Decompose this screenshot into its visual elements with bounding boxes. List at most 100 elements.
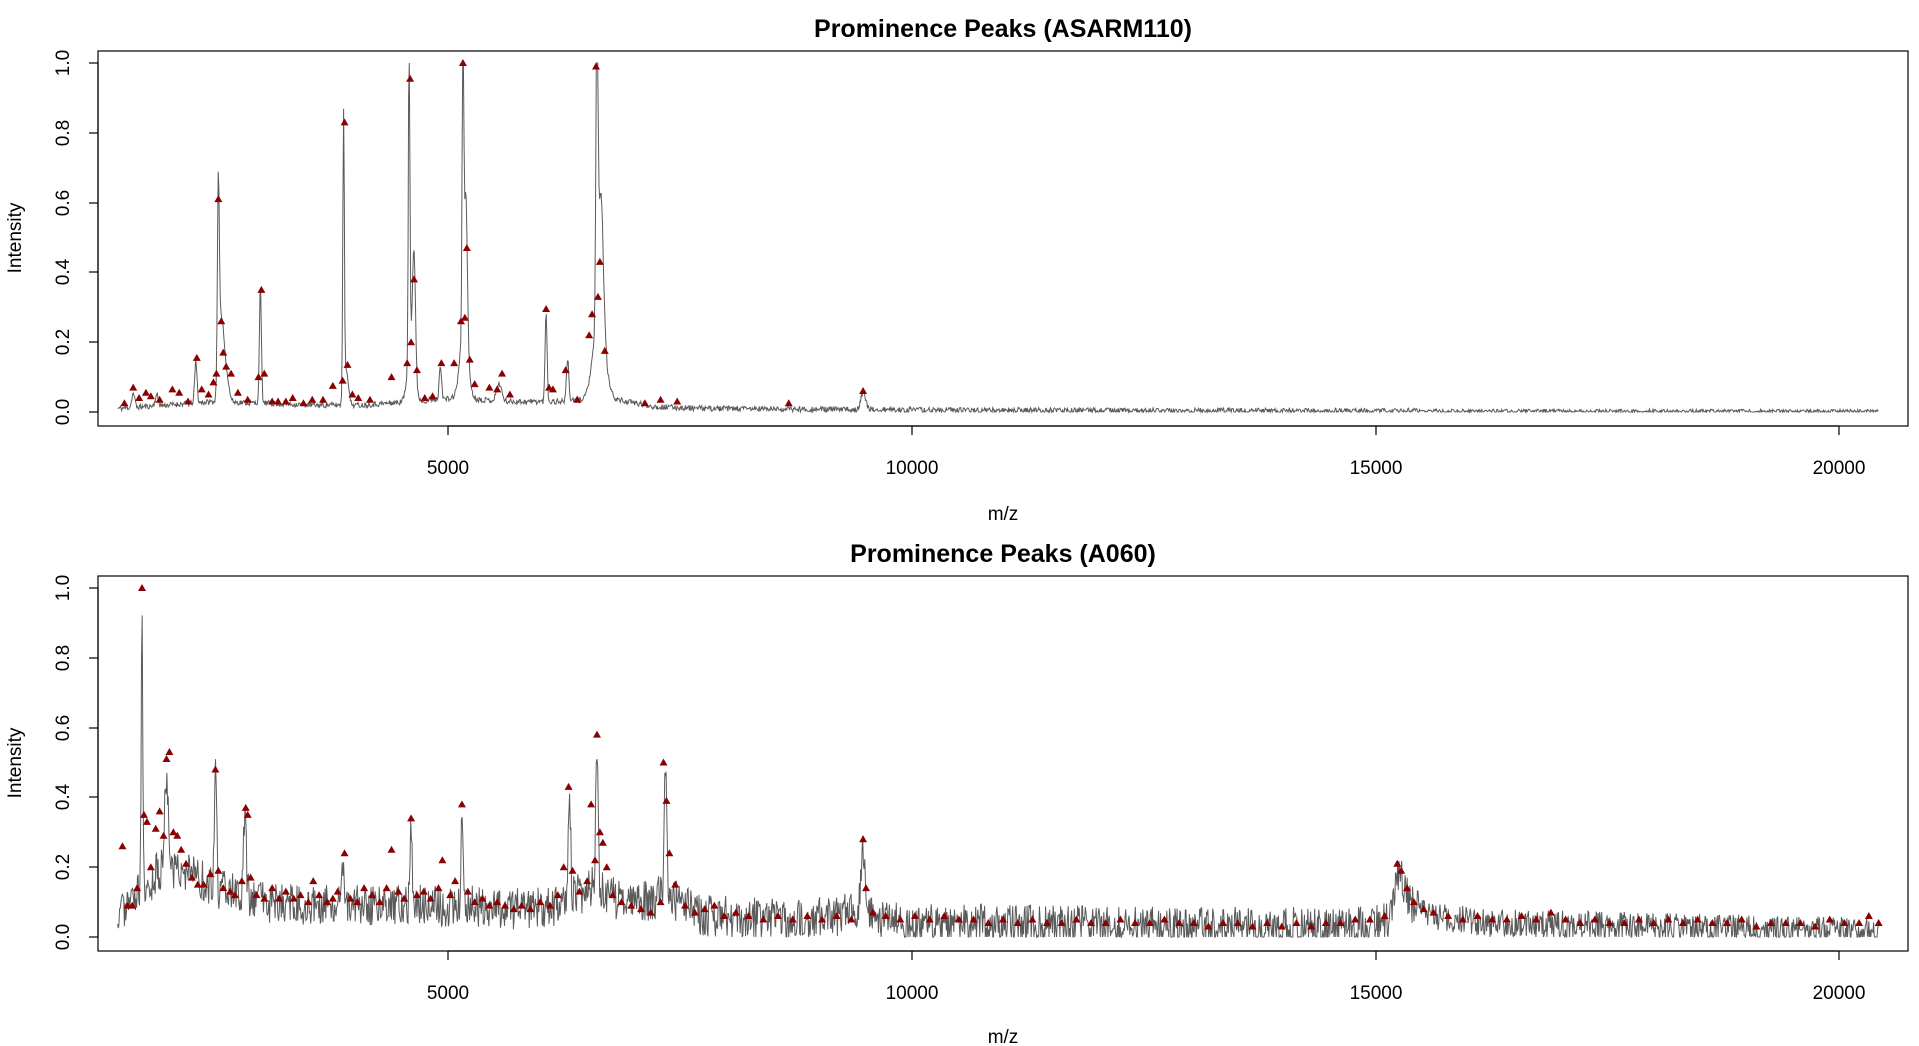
- peak-marker: [407, 814, 416, 822]
- peak-marker: [1693, 915, 1702, 923]
- peak-marker: [142, 817, 151, 825]
- peak-marker: [526, 905, 535, 913]
- peak-marker: [211, 765, 220, 773]
- x-tick-label: 10000: [886, 983, 939, 1004]
- peak-marker: [478, 894, 487, 902]
- peak-marker: [509, 905, 518, 913]
- peak-marker: [151, 824, 160, 832]
- peak-marker-layer: [120, 59, 868, 407]
- peak-marker: [275, 894, 283, 902]
- peak-marker: [1708, 919, 1717, 927]
- y-axis-label: Intensity: [5, 202, 26, 273]
- peak-marker: [720, 912, 729, 920]
- peak-marker: [328, 381, 337, 389]
- peak-marker: [268, 397, 277, 405]
- peak-marker: [193, 880, 202, 888]
- peak-marker: [1664, 915, 1673, 923]
- peak-marker: [340, 849, 349, 857]
- x-tick-label: 20000: [1813, 983, 1866, 1004]
- peak-marker: [281, 397, 290, 405]
- peak-marker: [367, 891, 376, 899]
- peak-marker: [868, 908, 877, 916]
- peak-marker: [627, 901, 636, 909]
- peak-marker: [187, 873, 196, 881]
- peak-marker: [656, 898, 665, 906]
- x-axis: 5000 10000 15000 20000: [427, 425, 1865, 479]
- peak-marker: [561, 366, 570, 374]
- peak-marker: [710, 901, 719, 909]
- peak-marker: [308, 395, 317, 403]
- peak-marker: [146, 392, 155, 400]
- peak-marker: [243, 810, 252, 818]
- peak-marker: [322, 898, 331, 906]
- peak-marker: [226, 887, 235, 895]
- peak-marker: [184, 397, 193, 405]
- peak-marker: [340, 118, 349, 126]
- peak-marker: [1796, 919, 1805, 927]
- peak-marker: [592, 730, 601, 738]
- peak-marker: [348, 390, 357, 398]
- peak-marker: [394, 887, 403, 895]
- peak-marker: [1351, 915, 1360, 923]
- peak-marker: [1590, 915, 1599, 923]
- x-tick-label: 5000: [427, 458, 469, 479]
- peak-marker: [426, 894, 435, 902]
- peak-marker: [493, 898, 502, 906]
- peak-marker: [536, 898, 545, 906]
- peak-marker: [731, 908, 740, 916]
- peak-marker: [498, 369, 507, 377]
- peak-marker: [437, 359, 446, 367]
- peak-marker: [1397, 866, 1406, 874]
- peak-marker: [587, 800, 596, 808]
- chart-title: Prominence Peaks (A060): [850, 540, 1156, 568]
- peak-marker: [517, 901, 526, 909]
- peak-marker: [1160, 915, 1169, 923]
- plot-frame: [97, 575, 1909, 952]
- x-tick-label: 5000: [427, 983, 469, 1004]
- peak-marker: [573, 395, 582, 403]
- peak-marker: [1840, 919, 1849, 927]
- peak-marker: [1502, 915, 1511, 923]
- peak-marker: [617, 898, 626, 906]
- peak-marker: [1678, 919, 1687, 927]
- peak-marker: [1116, 915, 1125, 923]
- peak-marker: [999, 915, 1007, 923]
- peak-marker: [984, 919, 993, 927]
- peak-marker: [133, 884, 142, 892]
- peak-marker: [219, 884, 228, 892]
- peak-marker: [1752, 922, 1761, 930]
- peak-marker: [162, 755, 171, 763]
- y-tick-label: 0.6: [53, 715, 74, 741]
- peak-marker: [219, 348, 228, 356]
- peak-marker: [1307, 922, 1316, 930]
- peak-marker: [598, 838, 607, 846]
- peak-marker: [1101, 919, 1110, 927]
- peak-marker: [559, 863, 568, 871]
- peak-marker: [1649, 919, 1658, 927]
- peak-marker: [353, 898, 362, 906]
- plot-frame: [97, 50, 1909, 427]
- peak-marker: [910, 912, 919, 920]
- peak-marker: [146, 863, 155, 871]
- peak-marker: [600, 346, 609, 354]
- peak-marker: [419, 887, 428, 895]
- peak-marker: [462, 243, 471, 251]
- y-axis: 0.0 0.2 0.4 0.6 0.8 1.0: [53, 50, 99, 425]
- y-tick-label: 0.0: [53, 924, 74, 950]
- peak-marker: [214, 195, 223, 203]
- peak-marker: [169, 828, 178, 836]
- peak-marker: [382, 884, 391, 892]
- peak-marker: [192, 353, 201, 361]
- peak-marker: [246, 873, 255, 881]
- peak-marker: [243, 395, 252, 403]
- spectrum-line: [117, 615, 1879, 939]
- peak-marker: [387, 373, 396, 381]
- peak-marker: [505, 390, 514, 398]
- peak-marker: [1825, 915, 1834, 923]
- y-axis-label: Intensity: [5, 727, 26, 798]
- peak-marker: [700, 905, 709, 913]
- peak-marker: [665, 849, 674, 857]
- peak-marker: [309, 877, 318, 885]
- peak-marker: [1365, 915, 1374, 923]
- y-tick-label: 0.2: [53, 854, 74, 880]
